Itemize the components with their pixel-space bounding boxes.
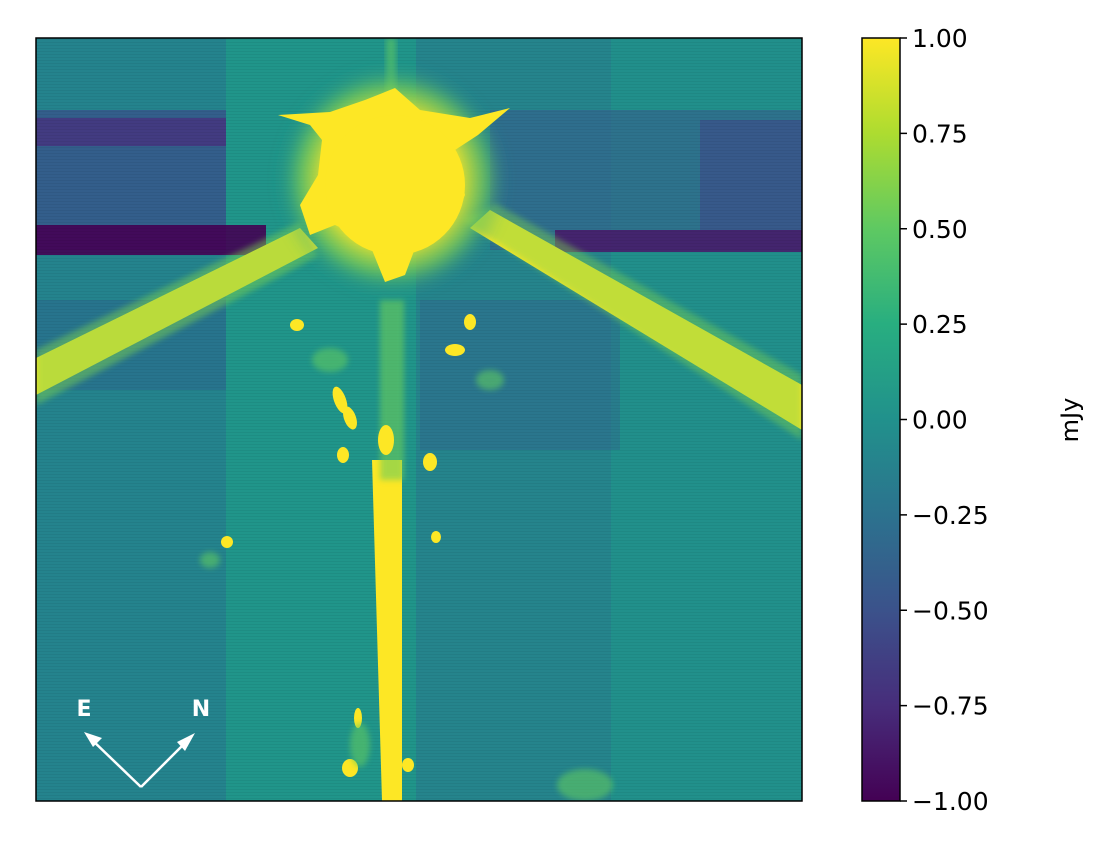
colorbar-tick-label: 0.75 (912, 119, 968, 148)
north-label: N (192, 697, 210, 722)
colorbar-tick-label: 0.00 (912, 406, 968, 435)
colorbar-tick-label: −1.00 (912, 787, 989, 816)
east-label: E (76, 697, 91, 722)
colorbar-tick-label: 0.50 (912, 215, 968, 244)
colorbar-gradient (861, 37, 901, 802)
colorbar-tick-label: 1.00 (912, 24, 968, 53)
north-arrowhead-icon (177, 733, 195, 751)
colorbar-label: mJy (1056, 398, 1084, 443)
heatmap-image (36, 38, 802, 801)
colorbar-tick-label: −0.50 (912, 596, 989, 625)
colorbar-ticks: 1.00 0.75 0.50 0.25 0.00 −0.25 −0.50 −0.75 −1.00 (900, 24, 989, 816)
colorbar-tick-label: −0.75 (912, 692, 989, 721)
compass-indicator: E N (76, 697, 210, 788)
colorbar-tick-label: 0.25 (912, 310, 968, 339)
colorbar-tick-label: −0.25 (912, 501, 989, 530)
east-arrowhead-icon (84, 732, 102, 747)
image-frame (35, 37, 803, 802)
colorbar: 1.00 0.75 0.50 0.25 0.00 −0.25 −0.50 −0.75 −1.00… (861, 24, 1084, 816)
